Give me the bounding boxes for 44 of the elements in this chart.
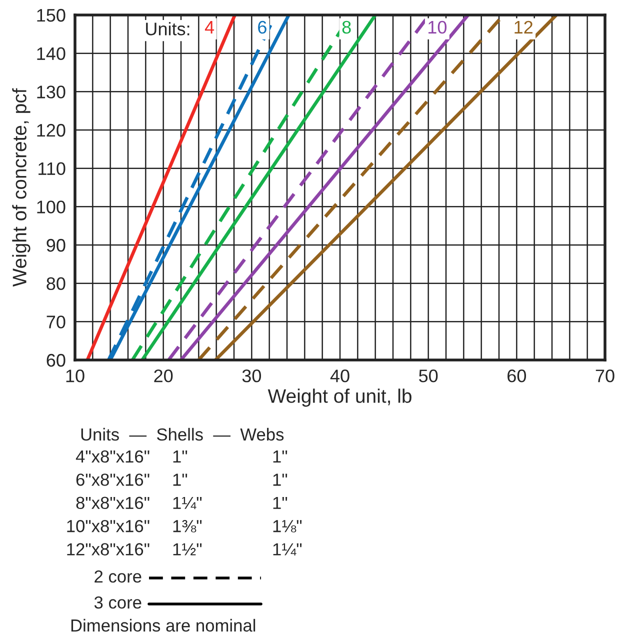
text: Dimensions are nominal: [71, 618, 256, 632]
text: 1½": [173, 543, 202, 556]
y-tick-label: 60: [46, 354, 66, 367]
x-tick-label: 50: [419, 370, 438, 382]
text: 1": [273, 474, 288, 486]
y-tick-label: 140: [37, 47, 66, 60]
y-tick-label: 70: [46, 316, 66, 328]
x-tick-label: 10: [66, 370, 84, 382]
y-tick-label: 90: [46, 238, 66, 252]
annotation: Units:: [146, 22, 190, 36]
text: 1⅛": [273, 520, 302, 532]
text: 1": [273, 496, 288, 509]
series-label: 8: [342, 20, 351, 34]
y-tick-label: 150: [37, 8, 66, 22]
text: 10"x8"x16": [67, 520, 150, 532]
text: 4"x8"x16": [76, 450, 150, 463]
text: 3 core: [94, 596, 142, 609]
y-tick-label: 120: [37, 124, 66, 137]
text: 1": [273, 450, 288, 462]
text: 1⅜": [173, 520, 202, 532]
text: 1": [173, 474, 188, 486]
x-tick-label: 70: [596, 370, 614, 382]
y-tick-label: 80: [46, 277, 66, 290]
y-axis-title: Weight of concrete, pcf: [12, 88, 30, 287]
y-tick-label: 130: [37, 86, 66, 98]
x-tick-label: 20: [154, 370, 173, 382]
x-axis-title: Weight of unit, lb: [268, 388, 412, 407]
x-tick-label: 30: [242, 370, 262, 382]
text: 2 core: [94, 570, 142, 583]
series-label: 4: [204, 21, 214, 34]
series-label: 10: [428, 20, 447, 34]
text: 1¼": [273, 543, 302, 556]
series-label: 6: [258, 20, 266, 34]
y-tick-label: 110: [38, 162, 66, 176]
y-tick-label: 100: [37, 200, 66, 214]
x-tick-label: 60: [508, 370, 526, 382]
text: 1": [173, 450, 188, 462]
x-tick-label: 40: [330, 370, 350, 382]
text: 12"x8"x16": [67, 543, 150, 556]
text: 8"x8"x16": [76, 496, 150, 510]
text: Units — Shells — Webs: [81, 428, 284, 441]
series-label: 12: [514, 20, 532, 34]
text: 1¼": [173, 496, 202, 510]
text: 6"x8"x16": [76, 474, 150, 486]
